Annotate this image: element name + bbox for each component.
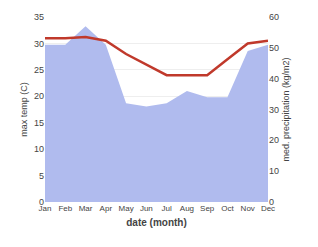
svg-text:15: 15 <box>34 118 44 128</box>
svg-text:0: 0 <box>269 197 274 207</box>
svg-text:10: 10 <box>269 166 279 176</box>
svg-text:Nov: Nov <box>241 204 255 213</box>
svg-text:Mar: Mar <box>79 204 93 213</box>
svg-text:Jul: Jul <box>162 204 172 213</box>
svg-text:med. precipitation (kg/m2): med. precipitation (kg/m2) <box>281 57 291 161</box>
svg-text:Aug: Aug <box>180 204 194 213</box>
svg-text:20: 20 <box>269 135 279 145</box>
svg-text:Apr: Apr <box>100 204 113 213</box>
svg-text:Oct: Oct <box>221 204 234 213</box>
svg-text:Sep: Sep <box>200 204 215 213</box>
svg-text:max temp (C): max temp (C) <box>19 82 29 137</box>
svg-text:30: 30 <box>34 39 44 49</box>
svg-text:30: 30 <box>269 105 279 115</box>
svg-text:date (month): date (month) <box>126 217 187 228</box>
svg-text:35: 35 <box>34 12 44 22</box>
svg-text:10: 10 <box>34 144 44 154</box>
svg-text:20: 20 <box>34 91 44 101</box>
svg-text:Dec: Dec <box>261 204 275 213</box>
svg-text:60: 60 <box>269 12 279 22</box>
svg-text:40: 40 <box>269 74 279 84</box>
svg-text:25: 25 <box>34 65 44 75</box>
svg-text:Jan: Jan <box>39 204 52 213</box>
svg-text:May: May <box>119 204 134 213</box>
svg-text:Feb: Feb <box>58 204 72 213</box>
svg-text:50: 50 <box>269 43 279 53</box>
svg-text:5: 5 <box>39 171 44 181</box>
svg-text:Jun: Jun <box>140 204 153 213</box>
svg-text:0: 0 <box>39 197 44 207</box>
